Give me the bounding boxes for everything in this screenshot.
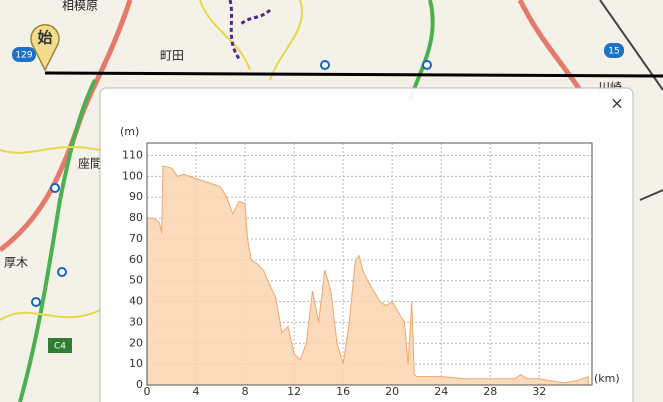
x-axis-label: (km) (594, 372, 620, 385)
x-tick-label: 20 (385, 385, 399, 398)
y-tick-label: 30 (129, 315, 143, 328)
y-tick-label: 50 (129, 274, 143, 287)
place-label: 座間 (78, 156, 102, 171)
y-tick-label: 90 (129, 190, 143, 203)
x-tick-label: 8 (242, 385, 249, 398)
x-tick-label: 24 (434, 385, 448, 398)
x-tick-label: 16 (336, 385, 350, 398)
route-line (44, 71, 663, 78)
y-tick-label: 60 (129, 253, 143, 266)
road (199, 0, 303, 81)
y-tick-label: 70 (129, 232, 143, 245)
y-tick-label: 0 (136, 378, 143, 391)
y-tick-label: 40 (129, 295, 143, 308)
elevation-area (146, 165, 589, 386)
route-badge (604, 43, 624, 58)
x-tick-label: 12 (287, 385, 301, 398)
place-label: 厚木 (4, 256, 28, 270)
x-tick-label: 32 (532, 385, 546, 398)
road (18, 79, 97, 402)
y-tick-label: 100 (122, 169, 143, 182)
station (57, 267, 67, 277)
station (320, 60, 330, 70)
road (0, 146, 101, 321)
close-button[interactable]: × (610, 94, 623, 113)
route-number: 129 (15, 51, 32, 61)
station (31, 297, 41, 307)
elevation-chart: 0 10 20 30 40 50 60 70 80 90 100 110 0 4 8 12 16 20 24 28 32… (120, 125, 620, 398)
y-axis-label: (m) (120, 125, 139, 138)
station (50, 183, 60, 193)
route-number: 15 (608, 47, 619, 57)
station (422, 60, 432, 70)
place-label: 相模原 (62, 0, 98, 13)
y-tick-label: 10 (129, 357, 143, 370)
route-number: C4 (54, 342, 66, 352)
x-tick-label: 28 (483, 385, 497, 398)
road (517, 0, 583, 92)
plot-frame (146, 142, 593, 386)
y-tick-label: 80 (129, 211, 143, 224)
route-badge (12, 47, 36, 62)
x-tick-label: 0 (144, 385, 151, 398)
y-tick-label: 20 (129, 336, 143, 349)
start-marker-label: 始 (37, 29, 52, 47)
route-badge (48, 338, 72, 353)
boundary (228, 0, 272, 61)
start-marker[interactable] (30, 24, 60, 72)
y-tick-label: 110 (122, 149, 143, 162)
x-tick-label: 4 (193, 385, 200, 398)
place-label: 町田 (160, 49, 184, 63)
